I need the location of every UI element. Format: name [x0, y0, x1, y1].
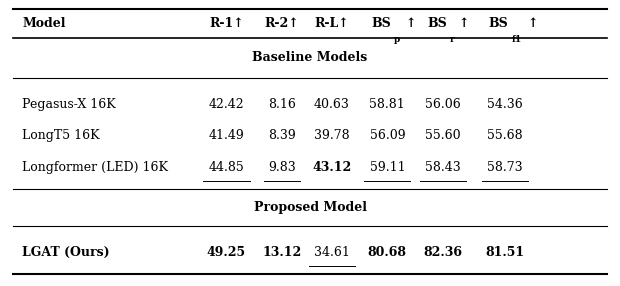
Text: BS: BS [427, 17, 446, 30]
Text: 58.73: 58.73 [487, 161, 523, 174]
Text: R-1↑: R-1↑ [209, 17, 244, 30]
Text: 8.39: 8.39 [268, 129, 296, 142]
Text: Proposed Model: Proposed Model [254, 200, 366, 214]
Text: LongT5 16K: LongT5 16K [22, 129, 100, 142]
Text: 55.60: 55.60 [425, 129, 461, 142]
Text: 81.51: 81.51 [485, 246, 525, 259]
Text: 54.36: 54.36 [487, 98, 523, 111]
Text: Pegasus-X 16K: Pegasus-X 16K [22, 98, 116, 111]
Text: 49.25: 49.25 [207, 246, 246, 259]
Text: 8.16: 8.16 [268, 98, 296, 111]
Text: LGAT (Ours): LGAT (Ours) [22, 246, 110, 259]
Text: Model: Model [22, 17, 66, 30]
Text: 56.06: 56.06 [425, 98, 461, 111]
Text: 39.78: 39.78 [314, 129, 350, 142]
Text: r: r [450, 35, 454, 44]
Text: 59.11: 59.11 [370, 161, 405, 174]
Text: 13.12: 13.12 [262, 246, 302, 259]
Text: 58.81: 58.81 [370, 98, 405, 111]
Text: f1: f1 [512, 35, 521, 44]
Text: 41.49: 41.49 [208, 129, 244, 142]
Text: Longformer (LED) 16K: Longformer (LED) 16K [22, 161, 169, 174]
Text: BS: BS [371, 17, 391, 30]
Text: R-2↑: R-2↑ [265, 17, 299, 30]
Text: ↑: ↑ [528, 17, 538, 30]
Text: 44.85: 44.85 [208, 161, 244, 174]
Text: 55.68: 55.68 [487, 129, 523, 142]
Text: 40.63: 40.63 [314, 98, 350, 111]
Text: 56.09: 56.09 [370, 129, 405, 142]
Text: ↑: ↑ [459, 17, 469, 30]
Text: 43.12: 43.12 [312, 161, 352, 174]
Text: Baseline Models: Baseline Models [252, 51, 368, 64]
Text: 9.83: 9.83 [268, 161, 296, 174]
Text: R-L↑: R-L↑ [314, 17, 349, 30]
Text: BS: BS [489, 17, 508, 30]
Text: p: p [394, 35, 400, 44]
Text: 58.43: 58.43 [425, 161, 461, 174]
Text: 80.68: 80.68 [368, 246, 407, 259]
Text: ↑: ↑ [405, 17, 415, 30]
Text: 42.42: 42.42 [209, 98, 244, 111]
Text: 82.36: 82.36 [423, 246, 463, 259]
Text: 34.61: 34.61 [314, 246, 350, 259]
